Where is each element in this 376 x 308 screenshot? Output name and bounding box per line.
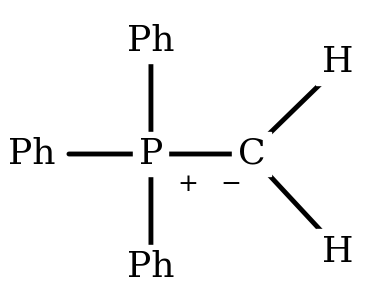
Text: +: +	[178, 173, 199, 196]
Text: C: C	[238, 137, 265, 171]
Text: Ph: Ph	[127, 24, 175, 58]
Text: H: H	[321, 46, 353, 79]
Text: H: H	[321, 235, 353, 269]
Text: P: P	[139, 137, 163, 171]
Text: Ph: Ph	[127, 250, 175, 284]
Text: −: −	[221, 173, 242, 196]
Text: Ph: Ph	[8, 137, 55, 171]
